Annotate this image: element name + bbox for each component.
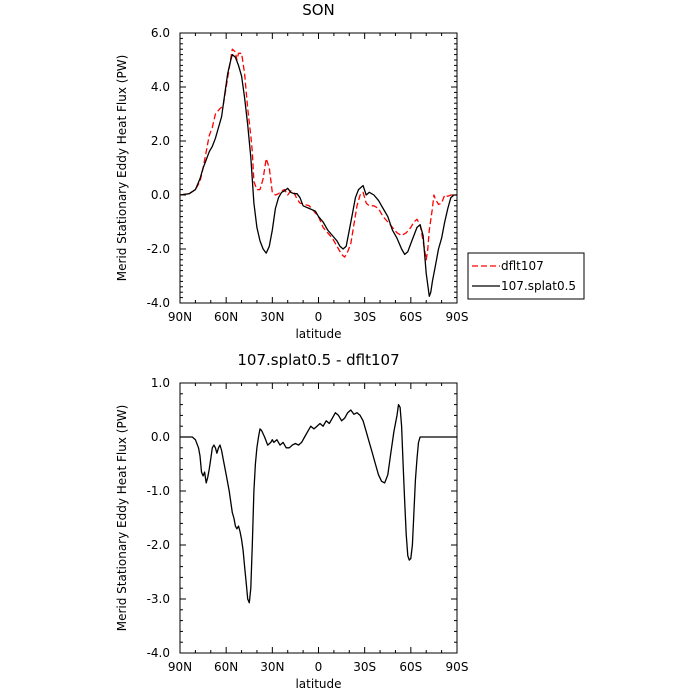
chart2-x-tick-label: 60S — [399, 660, 422, 674]
chart2-plot-frame — [179, 382, 458, 654]
chart1-y-tick-label: 0.0 — [151, 188, 170, 202]
chart1-legend-label: dflt107 — [501, 259, 544, 273]
chart1-y-tick-label: 2.0 — [151, 134, 170, 148]
chart1-x-tick-label: 60N — [214, 310, 238, 324]
chart1-y-tick-label: -2.0 — [147, 242, 170, 256]
chart2-y-tick-label: 0.0 — [151, 430, 170, 444]
chart1-x-tick-label: 90S — [446, 310, 469, 324]
chart2-x-tick-label: 90N — [168, 660, 192, 674]
chart1-x-tick-label: 90N — [168, 310, 192, 324]
chart1-x-tick-label: 60S — [399, 310, 422, 324]
chart2-y-axis-title: Merid Stationary Eddy Heat Flux (PW) — [115, 405, 129, 632]
chart1-series-line-2 — [179, 53, 457, 297]
chart2-x-tick-label: 30S — [353, 660, 376, 674]
chart2-y-tick-label: -3.0 — [147, 592, 170, 606]
chart2-y-tick-label: -1.0 — [147, 484, 170, 498]
chart1-x-tick-label: 30S — [353, 310, 376, 324]
chart1-x-tick-label: 30N — [260, 310, 284, 324]
chart1-title: SON — [302, 1, 335, 19]
chart2-x-axis-title: latitude — [295, 677, 341, 691]
chart1-legend-label: 107.splat0.5 — [501, 279, 576, 293]
chart1-legend-box — [467, 252, 585, 300]
chart2-series-line-1 — [180, 403, 457, 604]
chart1-series-line-1 — [179, 48, 457, 261]
chart2-x-tick-label: 0 — [315, 660, 323, 674]
chart2-title: 107.splat0.5 - dflt107 — [237, 351, 399, 369]
chart2-x-tick-label: 90S — [446, 660, 469, 674]
chart1-x-axis-title: latitude — [295, 327, 341, 341]
chart2-x-tick-label: 60N — [214, 660, 238, 674]
chart1-y-axis-title: Merid Stationary Eddy Heat Flux (PW) — [115, 55, 129, 282]
chart2-y-tick-label: -2.0 — [147, 538, 170, 552]
chart2-y-tick-label: 1.0 — [151, 376, 170, 390]
chart1-y-tick-label: -4.0 — [147, 296, 170, 310]
chart1-y-tick-label: 4.0 — [151, 80, 170, 94]
chart2-y-tick-label: -4.0 — [147, 646, 170, 660]
chart1-plot-frame — [179, 32, 458, 304]
chart1-x-tick-label: 0 — [315, 310, 323, 324]
chart1-y-tick-label: 6.0 — [151, 26, 170, 40]
chart2-x-tick-label: 30N — [260, 660, 284, 674]
